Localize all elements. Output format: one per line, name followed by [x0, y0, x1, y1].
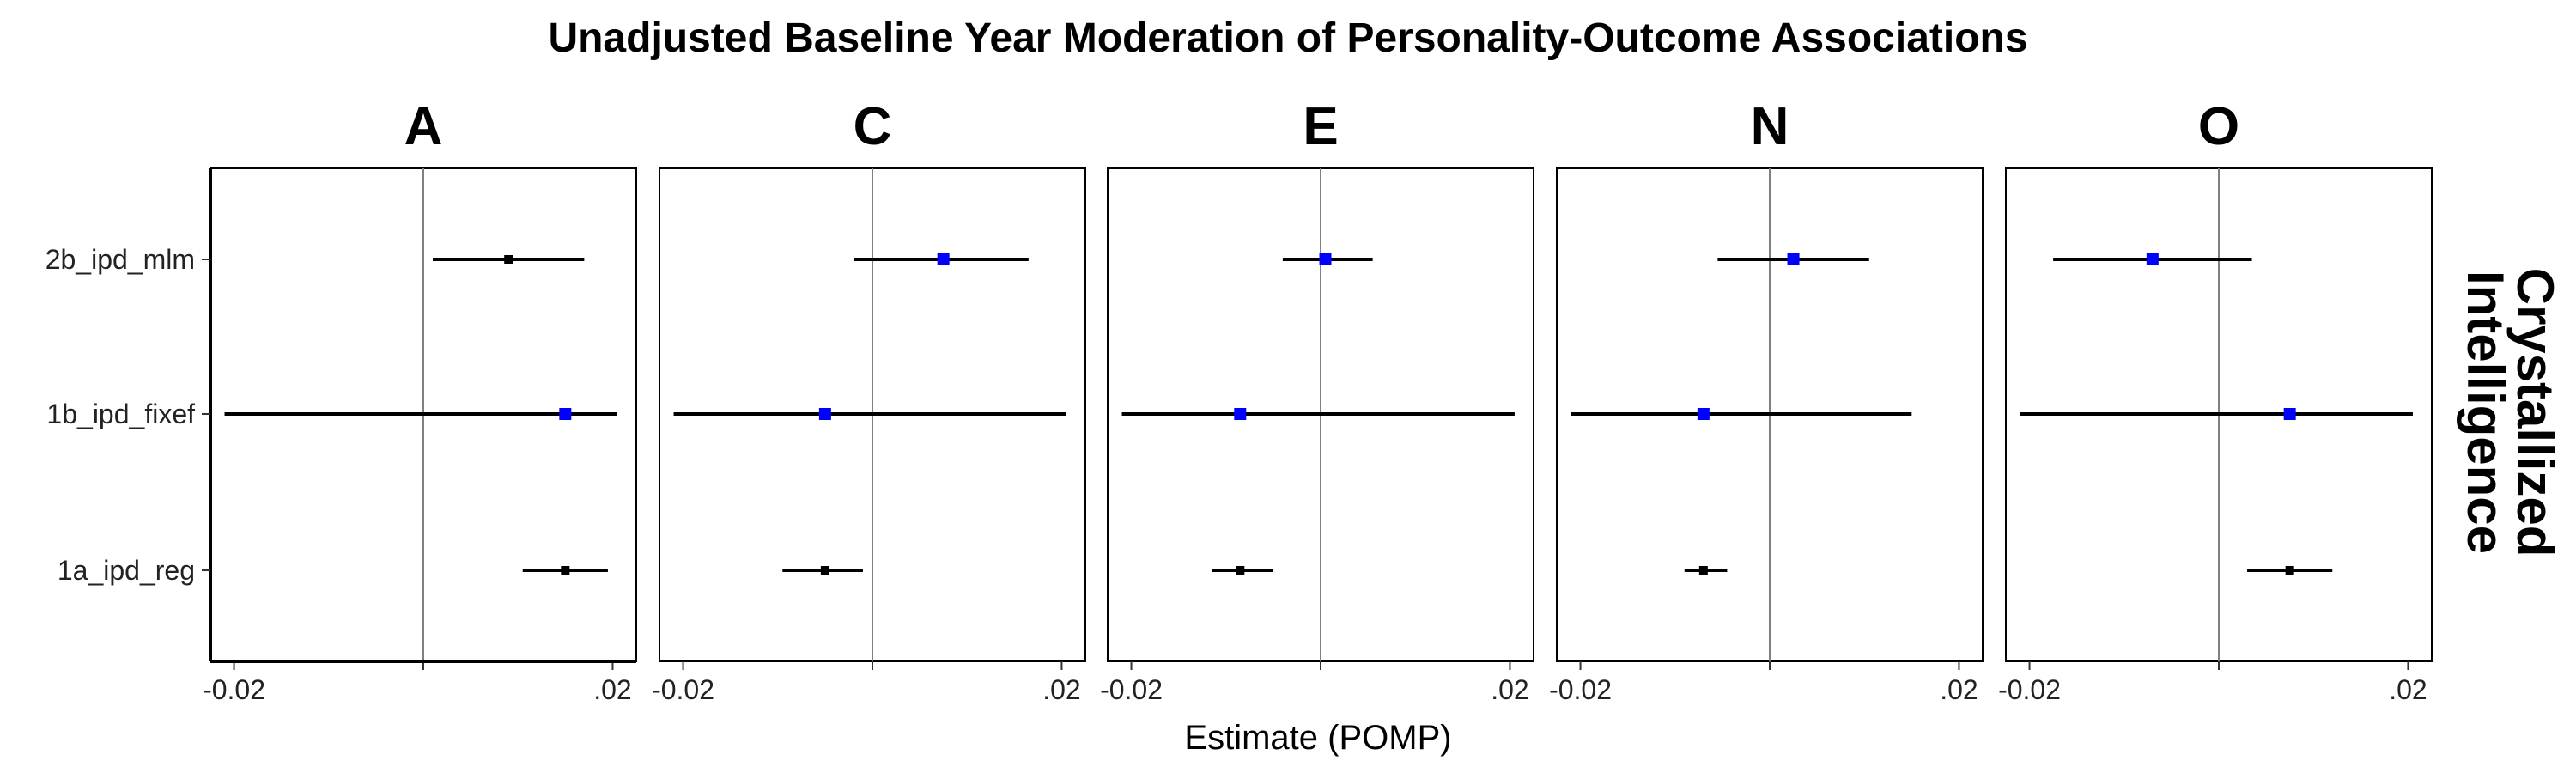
- y-tick-label: 1b_ipd_fixef: [46, 399, 195, 429]
- point-estimate: [561, 566, 570, 575]
- y-tick-label: 2b_ipd_mlm: [46, 244, 195, 275]
- x-tick-label: .02: [593, 674, 631, 705]
- x-tick-label: .02: [1042, 674, 1080, 705]
- point-estimate: [2283, 408, 2296, 420]
- x-tick-label: -0.02: [1100, 674, 1163, 705]
- x-tick-label: .02: [2389, 674, 2427, 705]
- point-estimate: [818, 408, 831, 420]
- point-estimate: [2285, 566, 2294, 575]
- panel-o: O -0.02 .02: [1998, 97, 2433, 705]
- point-estimate: [504, 255, 513, 264]
- point-estimate: [1698, 566, 1708, 575]
- facet-title-a: A: [404, 97, 443, 156]
- strip-label-line1: Crystallized: [2506, 268, 2564, 557]
- point-estimate: [2146, 253, 2159, 265]
- x-tick-label: .02: [1940, 674, 1978, 705]
- y-tick-label: 1a_ipd_reg: [58, 555, 195, 586]
- strip-label-line2: Intelligence: [2457, 271, 2514, 554]
- panel-c: C -0.02 .02: [652, 97, 1086, 705]
- point-estimate: [1234, 408, 1247, 420]
- panel-a: A -0.02 .02: [203, 97, 637, 705]
- point-estimate: [559, 408, 572, 420]
- panels: A -0.02 .02 C -0.02 .02 E -0.02 .02 N -0.02 .02 O -0.…: [46, 97, 2433, 705]
- facet-title-o: O: [2198, 97, 2239, 156]
- x-tick-label: -0.02: [1549, 674, 1612, 705]
- panel-n: N -0.02 .02: [1549, 97, 1984, 705]
- point-estimate: [1787, 253, 1800, 265]
- x-axis-label: Estimate (POMP): [1184, 719, 1451, 757]
- point-estimate: [1697, 408, 1710, 420]
- point-estimate: [1319, 253, 1332, 265]
- point-estimate: [937, 253, 950, 265]
- x-tick-label: .02: [1491, 674, 1528, 705]
- facet-title-c: C: [854, 97, 892, 156]
- facet-title-n: N: [1751, 97, 1789, 156]
- facet-title-e: E: [1303, 97, 1338, 156]
- point-estimate: [1236, 566, 1245, 575]
- x-tick-label: -0.02: [1998, 674, 2061, 705]
- panel-e: E -0.02 .02: [1100, 97, 1534, 705]
- chart-title: Unadjusted Baseline Year Moderation of P…: [548, 15, 2027, 61]
- point-estimate: [820, 566, 829, 575]
- x-tick-label: -0.02: [203, 674, 265, 705]
- x-tick-label: -0.02: [652, 674, 714, 705]
